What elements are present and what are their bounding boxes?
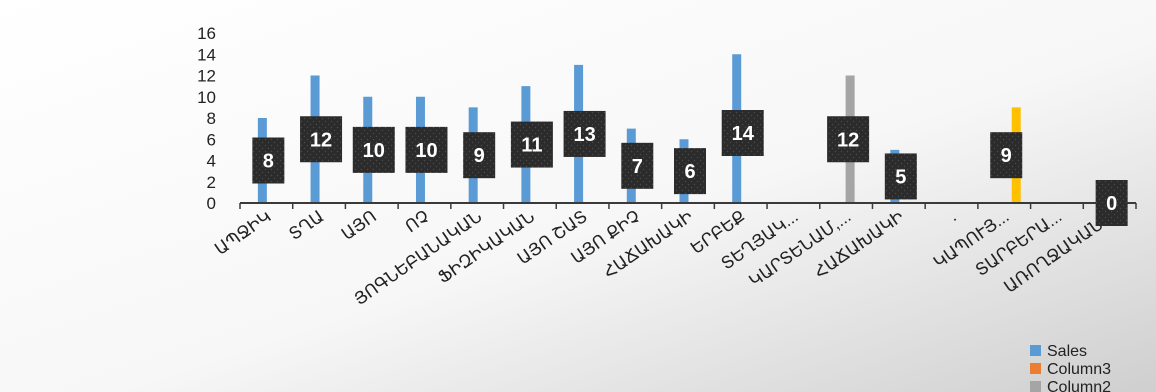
data-label-text: 10 xyxy=(415,140,437,162)
data-label-text: 12 xyxy=(837,129,859,151)
data-label-box xyxy=(463,132,496,179)
data-label: 0 xyxy=(1095,180,1128,226)
legend-swatch xyxy=(1030,381,1041,392)
data-label: 13 xyxy=(563,110,606,157)
data-label: 9 xyxy=(463,132,496,179)
data-label: 14 xyxy=(721,110,764,156)
data-label: 12 xyxy=(300,116,343,163)
data-label-box xyxy=(405,126,448,173)
data-label: 6 xyxy=(674,148,706,195)
data-label: 12 xyxy=(827,116,870,163)
y-tick-label: 10 xyxy=(197,88,216,107)
data-label-text: 6 xyxy=(684,161,695,183)
y-tick-label: 0 xyxy=(207,194,216,213)
data-label-box xyxy=(510,121,553,168)
data-label-box xyxy=(721,110,764,156)
data-label-box xyxy=(300,116,343,163)
data-label-text: 8 xyxy=(263,151,274,173)
data-label-box xyxy=(352,126,395,173)
data-label-text: 14 xyxy=(732,123,755,145)
y-tick-label: 12 xyxy=(197,67,216,86)
data-label-box xyxy=(252,137,285,184)
data-label: 9 xyxy=(990,132,1023,179)
data-label-box xyxy=(1095,180,1128,226)
data-label-text: 7 xyxy=(632,156,643,178)
legend-label: Column3 xyxy=(1047,361,1111,378)
data-label-box xyxy=(884,153,917,200)
data-label-box xyxy=(990,132,1023,179)
legend-item: Column3 xyxy=(1030,361,1111,378)
data-label-box xyxy=(621,142,654,189)
data-label-text: 5 xyxy=(895,166,906,188)
data-label: 8 xyxy=(252,137,285,184)
data-label: 5 xyxy=(884,153,917,200)
data-label: 7 xyxy=(621,142,654,189)
data-label-box xyxy=(563,110,606,157)
y-tick-label: 2 xyxy=(207,173,216,192)
data-label: 10 xyxy=(405,126,448,173)
data-label-text: 10 xyxy=(363,140,385,162)
legend-label: Sales xyxy=(1047,343,1087,360)
y-tick-label: 8 xyxy=(207,109,216,128)
data-label: 11 xyxy=(510,121,553,168)
legend-item: Sales xyxy=(1030,343,1087,360)
data-label-box xyxy=(674,148,706,195)
legend-item: Column2 xyxy=(1030,379,1111,392)
data-labels: 8 12 10 10 9 11 13 7 6 14 12 5 9 0 xyxy=(252,110,1128,226)
legend-label: Column2 xyxy=(1047,379,1111,392)
data-label-box xyxy=(827,116,870,163)
legend-swatch xyxy=(1030,363,1041,374)
data-label-text: 9 xyxy=(474,145,485,167)
y-tick-label: 14 xyxy=(197,45,216,64)
data-label: 10 xyxy=(352,126,395,173)
data-label-text: 11 xyxy=(521,135,542,157)
y-tick-label: 6 xyxy=(207,130,216,149)
y-tick-label: 16 xyxy=(197,24,216,43)
y-tick-label: 4 xyxy=(207,152,216,171)
data-label-text: 9 xyxy=(1001,145,1012,167)
data-label-text: 13 xyxy=(573,124,595,146)
legend-swatch xyxy=(1030,345,1041,356)
y-axis: 0 2 4 6 8 10 12 14 16 xyxy=(197,24,216,213)
data-label-text: 12 xyxy=(310,129,332,151)
data-label-text: 0 xyxy=(1106,193,1117,215)
